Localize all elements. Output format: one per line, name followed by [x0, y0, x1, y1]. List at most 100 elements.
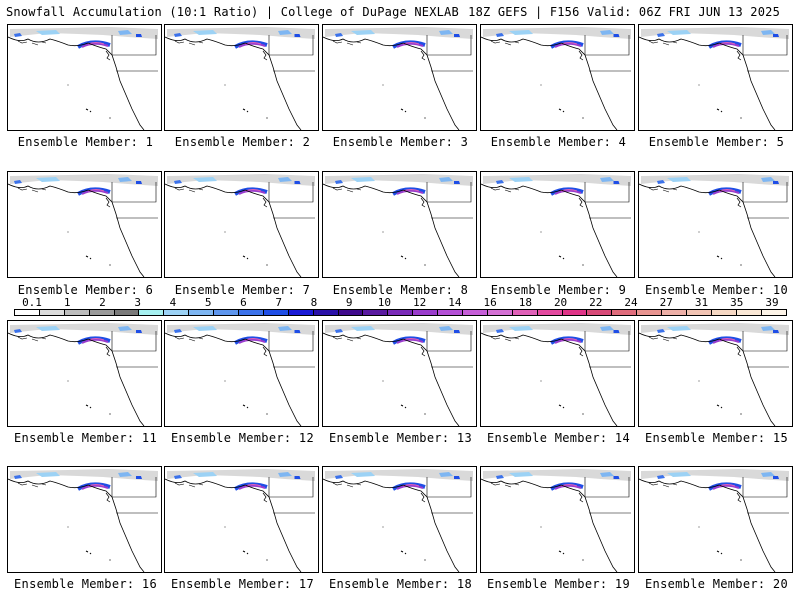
ensemble-member-label: Ensemble Member: 12	[171, 431, 314, 445]
ensemble-member-label: Ensemble Member: 4	[490, 135, 627, 149]
snowfall-map	[165, 27, 315, 130]
snowfall-colorbar: 0.1 1 2 3 4 5 6 7 8 9 10 12 14 16 18 20 22 24 27 31 35 39	[14, 296, 787, 318]
ensemble-member-label: Ensemble Member: 11	[14, 431, 157, 445]
colorbar-tick-label: 5	[204, 296, 212, 309]
ensemble-member-label: Ensemble Member: 8	[332, 283, 469, 297]
ensemble-member-label: Ensemble Member: 1	[17, 135, 154, 149]
colorbar-swatch	[437, 309, 464, 316]
colorbar-swatch	[686, 309, 712, 316]
colorbar-swatch	[760, 309, 787, 316]
ensemble-member-label: Ensemble Member: 17	[171, 577, 314, 591]
snowfall-map	[8, 469, 158, 572]
run-valid-time: 18Z GEFS | F156 Valid: 06Z FRI JUN 13 20…	[468, 5, 780, 19]
ensemble-member-panel	[322, 24, 477, 131]
snowfall-map	[8, 27, 158, 130]
colorbar-swatch	[287, 309, 314, 316]
colorbar-swatch	[586, 309, 613, 316]
colorbar-swatch	[163, 309, 190, 316]
ensemble-member-panel	[164, 320, 319, 427]
colorbar-tick-label: 24	[624, 296, 638, 309]
colorbar-swatch	[636, 309, 663, 316]
colorbar-swatch	[710, 309, 737, 316]
colorbar-tick-label: 27	[659, 296, 673, 309]
ensemble-member-panel	[7, 466, 162, 573]
colorbar-tick-label: 8	[310, 296, 318, 309]
colorbar-tick-label: 18	[518, 296, 532, 309]
colorbar-tick-label: 1	[63, 296, 71, 309]
snowfall-map	[8, 174, 158, 277]
ensemble-member-panel	[7, 171, 162, 278]
ensemble-member-panel	[322, 171, 477, 278]
snowfall-map	[481, 174, 631, 277]
ensemble-member-label: Ensemble Member: 19	[487, 577, 630, 591]
colorbar-swatch	[661, 309, 688, 316]
ensemble-member-panel	[480, 466, 635, 573]
snowfall-map	[639, 469, 789, 572]
ensemble-member-label: Ensemble Member: 5	[648, 135, 785, 149]
colorbar-swatch	[486, 309, 513, 316]
snowfall-map	[323, 323, 473, 426]
ensemble-member-label: Ensemble Member: 9	[490, 283, 627, 297]
colorbar-swatch	[63, 309, 90, 316]
colorbar-tick-label: 35	[730, 296, 744, 309]
ensemble-member-panel	[322, 320, 477, 427]
colorbar-swatch	[387, 309, 414, 316]
colorbar-tick-label: 6	[240, 296, 247, 309]
colorbar-swatch	[462, 309, 488, 316]
map-title: Snowfall Accumulation (10:1 Ratio) | Col…	[6, 5, 459, 19]
colorbar-tick-label: 12	[412, 296, 427, 309]
colorbar-tick-label: 9	[345, 296, 353, 309]
snowfall-map	[165, 174, 315, 277]
snowfall-map	[323, 174, 473, 277]
ensemble-member-label: Ensemble Member: 7	[174, 283, 311, 297]
colorbar-swatch	[536, 309, 563, 316]
ensemble-member-panel	[164, 24, 319, 131]
colorbar-swatch	[337, 309, 364, 316]
snowfall-map	[8, 323, 158, 426]
colorbar-swatch	[88, 309, 115, 316]
colorbar-swatch	[188, 309, 215, 316]
colorbar-tick-label: 3	[134, 296, 142, 309]
snowfall-map	[481, 323, 631, 426]
snowfall-map	[323, 27, 473, 130]
ensemble-member-label: Ensemble Member: 20	[645, 577, 788, 591]
colorbar-tick-label: 16	[483, 296, 497, 309]
colorbar-tick-label: 20	[553, 296, 568, 309]
ensemble-member-label: Ensemble Member: 18	[329, 577, 472, 591]
ensemble-member-label: Ensemble Member: 13	[329, 431, 472, 445]
ensemble-member-panel	[638, 320, 793, 427]
ensemble-member-panel	[322, 466, 477, 573]
colorbar-swatch	[561, 309, 588, 316]
ensemble-member-panel	[480, 24, 635, 131]
ensemble-member-label: Ensemble Member: 6	[17, 283, 154, 297]
colorbar-swatch	[511, 309, 538, 316]
ensemble-member-panel	[638, 466, 793, 573]
snowfall-map	[165, 323, 315, 426]
colorbar-swatch	[14, 309, 40, 316]
colorbar-swatch	[262, 309, 289, 316]
colorbar-swatch	[735, 309, 762, 316]
colorbar-swatch	[611, 309, 638, 316]
colorbar-tick-label: 0.1	[22, 296, 42, 309]
ensemble-member-label: Ensemble Member: 3	[332, 135, 469, 149]
snowfall-map	[639, 27, 789, 130]
snowfall-map	[639, 174, 789, 277]
ensemble-member-label: Ensemble Member: 15	[645, 431, 788, 445]
colorbar-swatch	[113, 309, 140, 316]
ensemble-member-panel	[638, 24, 793, 131]
ensemble-member-panel	[638, 171, 793, 278]
colorbar-swatch	[362, 309, 389, 316]
colorbar-tick-label: 10	[377, 296, 391, 309]
ensemble-member-label: Ensemble Member: 2	[174, 135, 311, 149]
colorbar-swatch	[238, 309, 264, 316]
snowfall-map	[639, 323, 789, 426]
colorbar-tick-label: 4	[169, 296, 177, 309]
colorbar-swatch	[213, 309, 240, 316]
colorbar-tick-label: 2	[99, 296, 106, 309]
ensemble-member-label: Ensemble Member: 14	[487, 431, 630, 445]
snowfall-map	[165, 469, 315, 572]
ensemble-member-label: Ensemble Member: 10	[645, 283, 788, 297]
colorbar-swatch	[412, 309, 439, 316]
colorbar-tick-label: 14	[448, 296, 462, 309]
colorbar-tick-label: 31	[694, 296, 709, 309]
